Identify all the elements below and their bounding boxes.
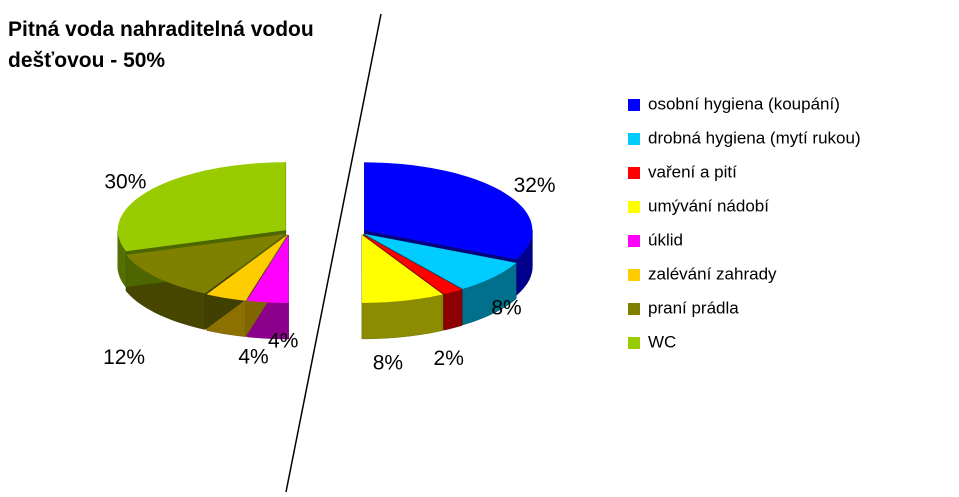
legend-swatch	[628, 99, 640, 111]
pie: 32% 8% 2% 8% 4%4% 12% 30%	[103, 162, 556, 375]
legend-swatch	[628, 269, 640, 281]
data-label: 8%	[373, 352, 403, 375]
data-label: 32%	[514, 174, 556, 197]
slice	[364, 233, 517, 289]
data-label: 12%	[103, 346, 145, 369]
data-label: 30%	[104, 171, 146, 194]
slice	[362, 234, 443, 303]
legend-swatch	[628, 235, 640, 247]
slice	[364, 162, 533, 260]
data-label: 2%	[434, 347, 464, 370]
legend-swatch	[628, 133, 640, 145]
slice	[117, 162, 286, 252]
slice	[206, 234, 288, 301]
legend-label: zalévání zahrady	[648, 264, 777, 283]
legend-label: drobná hygiena (mytí rukou)	[648, 128, 861, 147]
slice	[246, 235, 289, 303]
legend: osobní hygiena (koupání) drobná hygiena (…	[628, 94, 861, 351]
data-label: 4%	[238, 346, 268, 369]
legend-swatch	[628, 303, 640, 315]
chart-title: Pitná voda nahraditelná vodou dešťovou -…	[8, 18, 314, 72]
legend-label: vaření a pití	[648, 162, 737, 181]
legend-label: WC	[648, 332, 676, 351]
slice-side	[443, 289, 463, 331]
legend-swatch	[628, 337, 640, 349]
slice	[126, 233, 286, 294]
data-label: 8%	[491, 296, 521, 319]
slice	[363, 234, 462, 295]
data-label: 4%	[268, 330, 298, 353]
legend-swatch	[628, 201, 640, 213]
divider-line	[285, 13, 382, 493]
legend-label: úklid	[648, 230, 683, 249]
legend-label: osobní hygiena (koupání)	[648, 94, 840, 113]
legend-swatch	[628, 167, 640, 179]
slice-side	[516, 230, 533, 296]
legend-label: praní prádla	[648, 298, 739, 317]
legend-label: umývání nádobí	[648, 196, 769, 215]
